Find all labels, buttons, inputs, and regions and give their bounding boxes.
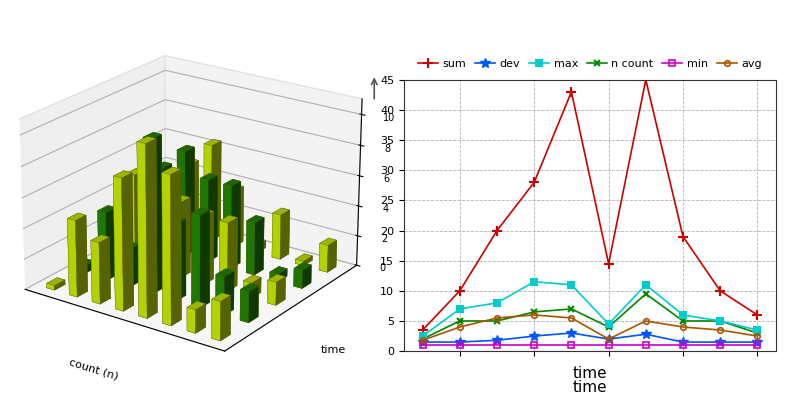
Text: time: time (573, 380, 607, 395)
avg (604, 337, 614, 342)
Line: sum: sum (418, 75, 762, 335)
sum (418, 328, 427, 332)
min (492, 343, 502, 348)
dev (455, 340, 465, 344)
X-axis label: count (n): count (n) (67, 357, 119, 381)
n count (566, 306, 576, 311)
sum (678, 234, 688, 239)
dev (641, 332, 650, 337)
Legend: sum, dev, max, n count, min, avg: sum, dev, max, n count, min, avg (418, 59, 762, 69)
Line: n count: n count (419, 290, 761, 342)
min (566, 343, 576, 348)
avg (418, 338, 427, 343)
sum (604, 261, 614, 266)
max (566, 282, 576, 287)
max (455, 306, 465, 311)
dev (753, 340, 762, 344)
min (753, 343, 762, 348)
avg (455, 325, 465, 330)
min (678, 343, 688, 348)
sum (492, 228, 502, 233)
max (418, 334, 427, 338)
Line: dev: dev (418, 328, 762, 347)
X-axis label: time: time (573, 366, 607, 381)
avg (678, 325, 688, 330)
sum (455, 288, 465, 293)
min (641, 343, 650, 348)
Line: min: min (420, 342, 760, 348)
dev (715, 340, 725, 344)
sum (566, 89, 576, 94)
max (641, 282, 650, 287)
n count (418, 337, 427, 342)
max (678, 312, 688, 317)
avg (715, 328, 725, 332)
max (604, 322, 614, 326)
Line: max: max (418, 278, 762, 340)
n count (678, 318, 688, 323)
sum (753, 312, 762, 317)
max (715, 318, 725, 323)
Y-axis label: time: time (320, 345, 346, 355)
avg (566, 316, 576, 320)
dev (418, 340, 427, 344)
n count (641, 291, 650, 296)
max (492, 300, 502, 305)
sum (641, 77, 650, 82)
max (530, 279, 539, 284)
min (604, 343, 614, 348)
dev (678, 340, 688, 344)
n count (715, 318, 725, 323)
avg (492, 316, 502, 320)
n count (530, 310, 539, 314)
min (530, 343, 539, 348)
dev (492, 338, 502, 343)
Line: avg: avg (420, 312, 760, 343)
sum (715, 288, 725, 293)
n count (604, 325, 614, 330)
sum (530, 180, 539, 185)
dev (604, 337, 614, 342)
n count (492, 318, 502, 323)
dev (566, 331, 576, 336)
min (715, 343, 725, 348)
min (455, 343, 465, 348)
avg (641, 318, 650, 323)
n count (753, 331, 762, 336)
n count (455, 318, 465, 323)
dev (530, 334, 539, 338)
min (418, 343, 427, 348)
max (753, 328, 762, 332)
avg (530, 312, 539, 317)
avg (753, 334, 762, 338)
